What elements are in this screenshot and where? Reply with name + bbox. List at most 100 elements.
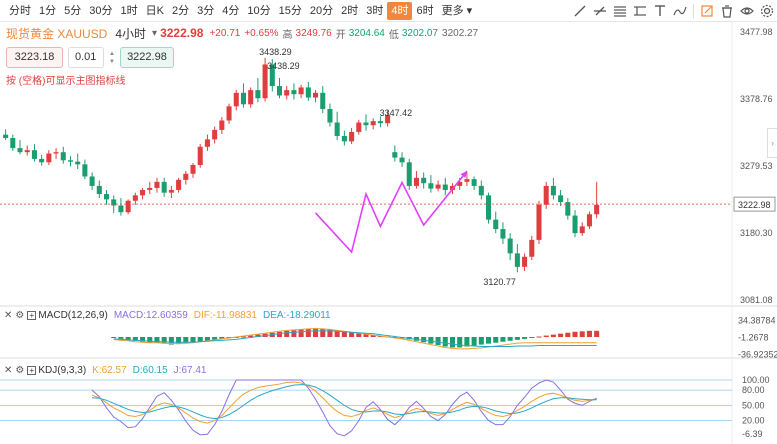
candle-body xyxy=(276,86,283,96)
macd-bar xyxy=(421,337,427,343)
candle-body xyxy=(486,195,492,220)
kdj-settings-icon[interactable]: ⚙ xyxy=(15,364,25,376)
candle-body xyxy=(457,181,463,186)
macd-bar xyxy=(558,333,564,337)
kdj-expand-icon[interactable]: + xyxy=(27,365,37,375)
macd-expand-icon[interactable]: + xyxy=(27,310,37,320)
macd-close-icon[interactable]: ✕ xyxy=(4,309,13,321)
macd-bar xyxy=(449,337,456,348)
candle-body xyxy=(240,92,246,105)
chart-canvas[interactable]: 3477.98 3378.76 3279.53 3180.30 3081.08 3222.… xyxy=(0,22,777,444)
candle-body xyxy=(413,177,419,186)
text-icon[interactable] xyxy=(650,1,670,21)
candle-body xyxy=(377,121,383,124)
macd-bar xyxy=(478,337,484,345)
kdj-axis-label: 20.00 xyxy=(742,416,765,426)
interval-label[interactable]: 4小时 xyxy=(115,26,147,41)
candle-body xyxy=(176,179,182,190)
candle-body xyxy=(262,64,268,99)
macd-bar xyxy=(550,334,556,337)
candle-body xyxy=(543,185,549,205)
candle-body xyxy=(435,184,441,189)
stepper-up-icon[interactable]: ▲ xyxy=(109,50,115,57)
candle-body xyxy=(46,153,52,163)
candle-body xyxy=(248,90,254,105)
macd-settings-icon[interactable]: ⚙ xyxy=(15,309,25,321)
projection-arrow xyxy=(460,171,467,178)
macd-dif: DIF:-11.98831 xyxy=(193,309,257,321)
macd-bar xyxy=(370,335,376,337)
quantity-stepper[interactable]: ▲ ▼ xyxy=(109,50,115,66)
macd-bar xyxy=(579,331,585,337)
candle-body xyxy=(89,176,95,186)
macd-bar xyxy=(183,337,189,344)
interval-tab-13[interactable]: 3时 xyxy=(366,4,384,17)
pen-icon[interactable] xyxy=(670,1,690,21)
edit-icon[interactable] xyxy=(697,1,717,21)
buy-price-button[interactable]: 3222.98 xyxy=(119,47,174,68)
delete-icon[interactable] xyxy=(717,1,737,21)
interval-tab-0[interactable]: 分时 xyxy=(9,4,31,17)
kdj-close-icon[interactable]: ✕ xyxy=(4,364,13,376)
candle-body xyxy=(53,152,59,154)
kdj-axis-label: 100.00 xyxy=(742,375,770,385)
indicator-hint: 按 (空格)可显示主图指标线 xyxy=(6,76,126,87)
candle-body xyxy=(392,152,398,158)
quantity-input[interactable]: 0.01 xyxy=(68,47,104,68)
interval-tab-4[interactable]: 1时 xyxy=(120,4,138,17)
macd-axis-label: 34.38784 xyxy=(738,316,776,326)
interval-tab-16[interactable]: 更多 ▾ xyxy=(441,4,473,17)
interval-chevron-icon[interactable]: ▾ xyxy=(152,27,158,39)
candle-body xyxy=(471,179,477,186)
interval-tab-3[interactable]: 30分 xyxy=(89,4,113,17)
interval-tab-11[interactable]: 20分 xyxy=(309,4,334,17)
price-axis-label: 3081.08 xyxy=(740,295,773,305)
candle-body xyxy=(132,195,138,201)
price-annotation: 3120.77 xyxy=(483,277,516,287)
kdj-j: J:67.41 xyxy=(173,364,207,376)
candle-body xyxy=(298,87,304,95)
macd-bar xyxy=(529,337,535,338)
parallel-lines-icon[interactable] xyxy=(610,1,630,21)
eye-icon[interactable] xyxy=(737,1,757,21)
kdj-d-line xyxy=(92,384,597,420)
toolbar-divider xyxy=(693,4,694,18)
macd-bar xyxy=(522,337,528,339)
interval-tabs: 分时 1分 5分 30分 1时 日K 2分 3分 4分 10分 15分 20分 2时 3时 4时 6时 更多 ▾ xyxy=(0,0,476,22)
candle-body xyxy=(154,181,160,188)
channel-icon[interactable] xyxy=(630,1,650,21)
settings-icon[interactable] xyxy=(757,1,777,21)
interval-tab-14[interactable]: 4时 xyxy=(387,1,413,20)
interval-tab-7[interactable]: 3分 xyxy=(197,4,215,17)
interval-tab-8[interactable]: 4分 xyxy=(222,4,240,17)
expand-panel-chevron-icon[interactable]: › xyxy=(767,128,777,158)
last-price: 3222.98 xyxy=(160,26,204,40)
interval-tab-2[interactable]: 5分 xyxy=(64,4,82,17)
macd-label-row: ✕ ⚙ + MACD(12,26,9) MACD:12.60359 DIF:-1… xyxy=(4,308,337,322)
interval-tab-15[interactable]: 6时 xyxy=(416,4,434,17)
interval-tab-5[interactable]: 日K xyxy=(145,4,164,17)
sell-price-button[interactable]: 3223.18 xyxy=(6,47,63,68)
interval-tab-10[interactable]: 15分 xyxy=(278,4,302,17)
interval-toolbar: 分时 1分 5分 30分 1时 日K 2分 3分 4分 10分 15分 20分 2时 3时 4时 6时 更多 ▾ xyxy=(0,0,777,22)
stepper-down-icon[interactable]: ▼ xyxy=(109,58,115,65)
interval-tab-12[interactable]: 2时 xyxy=(341,4,359,17)
macd-bar xyxy=(428,337,434,344)
macd-bar xyxy=(341,331,347,337)
interval-tab-9[interactable]: 10分 xyxy=(247,4,271,17)
current-price-text: 3222.98 xyxy=(738,200,771,210)
candle-body xyxy=(96,185,102,195)
symbol-name[interactable]: 现货黄金 XAUUSD xyxy=(6,26,108,41)
trend-line-icon[interactable] xyxy=(570,1,590,21)
macd-bar xyxy=(284,330,290,337)
macd-bar xyxy=(147,337,153,343)
macd-bar xyxy=(363,334,369,337)
high-label: 高 xyxy=(282,29,293,41)
candle-body xyxy=(111,199,117,206)
open-value: 3204.64 xyxy=(348,27,385,39)
interval-tab-1[interactable]: 1分 xyxy=(39,4,57,17)
candle-body xyxy=(291,90,297,95)
interval-tab-6[interactable]: 2分 xyxy=(171,4,190,17)
horizontal-line-icon[interactable] xyxy=(590,1,610,21)
candle-body xyxy=(385,115,391,124)
